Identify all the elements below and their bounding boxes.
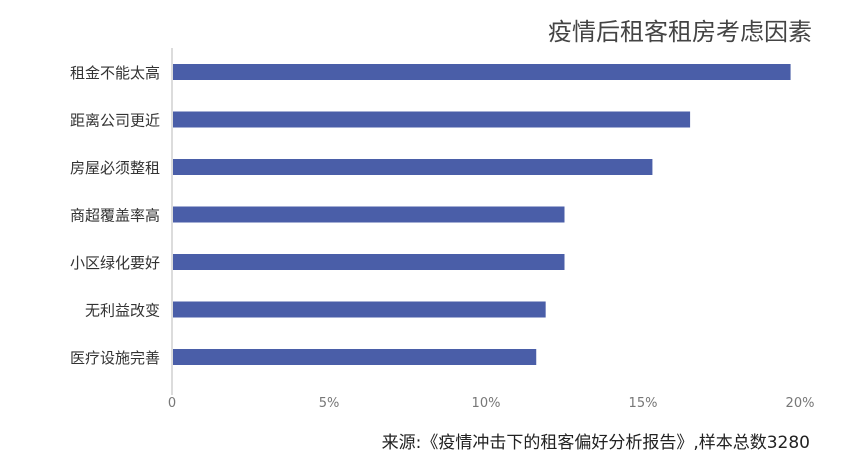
bar-5 — [173, 254, 565, 270]
x-tick-label: 0 — [168, 396, 176, 411]
bar-2 — [173, 111, 691, 128]
chart-source: 来源:《疫情冲击下的租客偏好分析报告》,样本总数3280 — [381, 433, 810, 453]
x-tick-label: 15% — [629, 396, 658, 411]
bar-4 — [173, 206, 565, 223]
category-label: 无利益改变 — [85, 302, 160, 320]
category-label: 租金不能太高 — [70, 64, 160, 82]
category-label: 房屋必须整租 — [70, 159, 160, 177]
x-tick-label: 20% — [786, 396, 815, 411]
bar-6 — [173, 301, 546, 318]
category-label: 距离公司更近 — [70, 112, 160, 130]
category-label: 商超覆盖率高 — [70, 207, 160, 225]
bar-3 — [173, 159, 653, 175]
x-tick-label: 5% — [319, 396, 340, 411]
bar-7 — [173, 349, 537, 365]
category-label: 小区绿化要好 — [70, 254, 160, 272]
category-label: 医疗设施完善 — [70, 349, 160, 367]
bar-1 — [173, 64, 791, 80]
x-tick-label: 10% — [472, 396, 501, 411]
chart-title: 疫情后租客租房考虑因素 — [548, 18, 812, 46]
